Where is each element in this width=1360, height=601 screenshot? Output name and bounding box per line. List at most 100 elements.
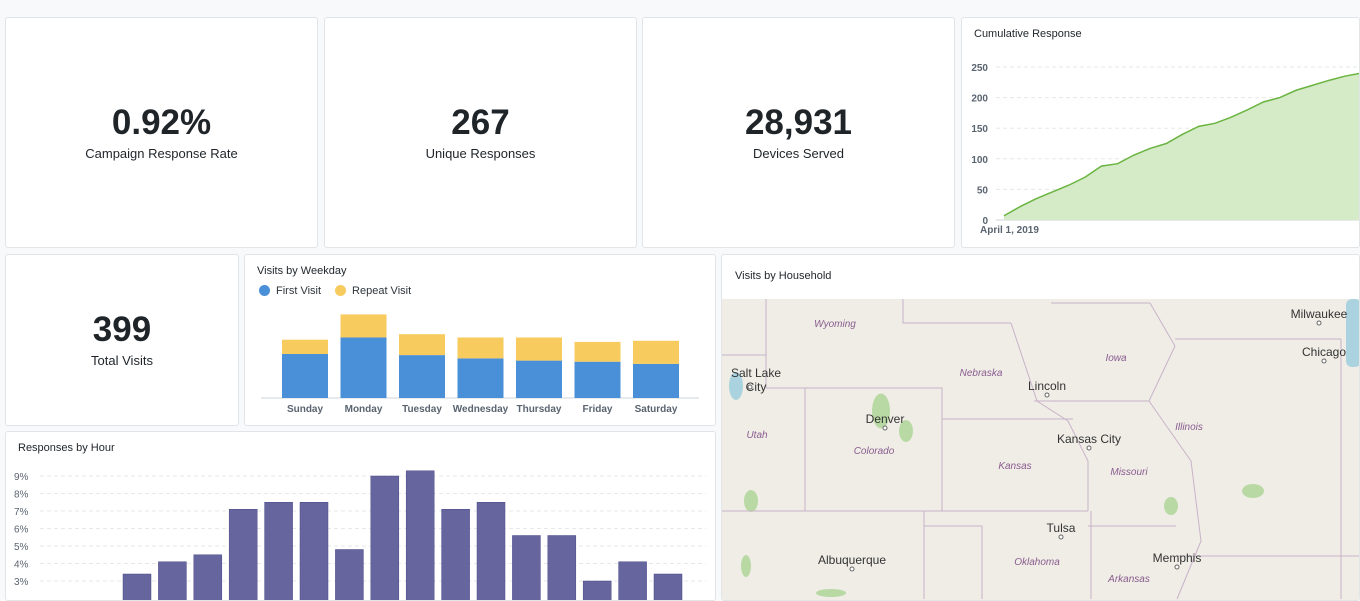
hour-bar [618,561,647,600]
x-tick-label: Thursday [516,404,561,415]
visits-by-weekday-card: Visits by Weekday First Visit Repeat Vis… [244,254,716,426]
lake-michigan [1346,299,1359,367]
y-tick-label: 100 [971,155,988,166]
state-border [902,299,1011,324]
bar-first-visit [340,337,387,398]
visits-by-household-card: Visits by Household Salt Lake City Denver L… [721,254,1360,601]
area-fill [1004,73,1359,220]
city-label: Chicago [1302,345,1346,359]
cumulative-response-card: Cumulative Response 0 50 100 150 200 250 Apri… [961,17,1360,248]
state-label: Nebraska [960,368,1003,379]
city-marker-icon [849,566,855,572]
y-tick-label: 7% [14,507,29,518]
chart-title: Visits by Weekday [257,265,347,277]
hour-bar [264,502,293,600]
city-marker-icon [1321,358,1327,364]
hour-bar [370,475,400,600]
hour-bar [476,502,506,600]
city-label: Salt Lake [731,366,781,380]
city-marker-icon [882,425,888,431]
city-label: Memphis [1153,551,1202,565]
kpi-label: Unique Responses [425,145,536,161]
state-border [1148,302,1202,600]
legend: First Visit Repeat Visit [259,285,411,297]
state-label: Wyoming [814,319,856,330]
bar-repeat-visit [282,339,328,354]
hour-bar [335,549,364,600]
city-marker-icon [1086,445,1092,451]
legend-label: Repeat Visit [352,285,412,297]
city-marker-icon [1044,392,1050,398]
city-label: Tulsa [1047,521,1076,535]
x-tick-label: April 1, 2019 [980,225,1039,236]
legend-dot-icon [259,285,270,296]
bar-first-visit [633,363,679,398]
kpi-label: Devices Served [752,145,845,161]
y-tick-label: 150 [971,124,988,135]
kpi-campaign-response-rate: 0.92% Campaign Response Rate [5,17,318,248]
hour-bar [122,573,152,600]
y-tick-label: 4% [14,560,29,571]
legend-item-first-visit[interactable]: First Visit [259,285,321,297]
forest-area [872,393,890,429]
city-label: City [746,380,767,394]
x-tick-label: Monday [345,404,383,415]
state-label: Utah [746,430,768,441]
forest-area [741,555,751,577]
great-salt-lake [729,372,743,400]
responses-by-hour-chart: 3% 4% 5% 6% 7% 8% 9% [14,470,706,600]
hour-bar [158,561,187,600]
legend-dot-icon [335,285,347,296]
y-tick-label: 6% [14,525,29,536]
hour-bar [547,535,577,600]
bar-first-visit [282,354,328,398]
forest-area [1164,497,1178,515]
y-tick-label: 9% [14,472,29,483]
forest-area [1242,484,1264,498]
x-tick-label: Saturday [635,404,678,415]
hour-bar [441,509,470,600]
forest-area [816,589,846,597]
city-label: Denver [866,412,905,426]
hour-bar [582,580,612,600]
kpi-value: 399 [92,310,152,349]
city-marker-icon [1174,564,1180,570]
kpi-value: 28,931 [744,102,853,142]
city-label: Milwaukee [1291,307,1348,321]
bar-repeat-visit [574,341,621,362]
state-border [1010,322,1089,511]
city-label: Albuquerque [818,553,886,567]
y-tick-label: 8% [14,490,29,501]
x-tick-label: Wednesday [453,404,509,415]
city-label: Kansas City [1057,432,1121,446]
kpi-unique-responses: 267 Unique Responses [324,17,637,248]
x-tick-label: Sunday [287,404,324,415]
y-tick-label: 0 [982,216,988,227]
hour-bar [228,509,258,600]
series-line [1003,72,1359,217]
forest-area [744,490,758,512]
city-marker-icon [1316,320,1322,326]
chart-title: Responses by Hour [18,442,115,454]
bar-repeat-visit [633,340,679,364]
state-label: Iowa [1105,353,1127,364]
forest-area [899,420,913,442]
city-marker-icon [1058,534,1064,540]
chart-title: Cumulative Response [974,28,1082,40]
x-tick-label: Friday [582,404,612,415]
hour-bar [299,502,329,600]
legend-item-repeat-visit[interactable]: Repeat Visit [335,285,411,297]
bar-first-visit [574,361,621,398]
bar-repeat-visit [399,334,445,356]
kpi-value: 267 [451,102,510,142]
bar-first-visit [457,358,504,398]
bar-repeat-visit [516,337,562,361]
state-label: Missouri [1110,467,1148,478]
state-border [924,525,983,599]
state-label: Arkansas [1107,574,1150,585]
bar-repeat-visit [340,314,387,338]
bar-repeat-visit [457,337,504,359]
legend-label: First Visit [276,285,322,297]
cumulative-response-chart: 0 50 100 150 200 250 [971,63,1359,227]
